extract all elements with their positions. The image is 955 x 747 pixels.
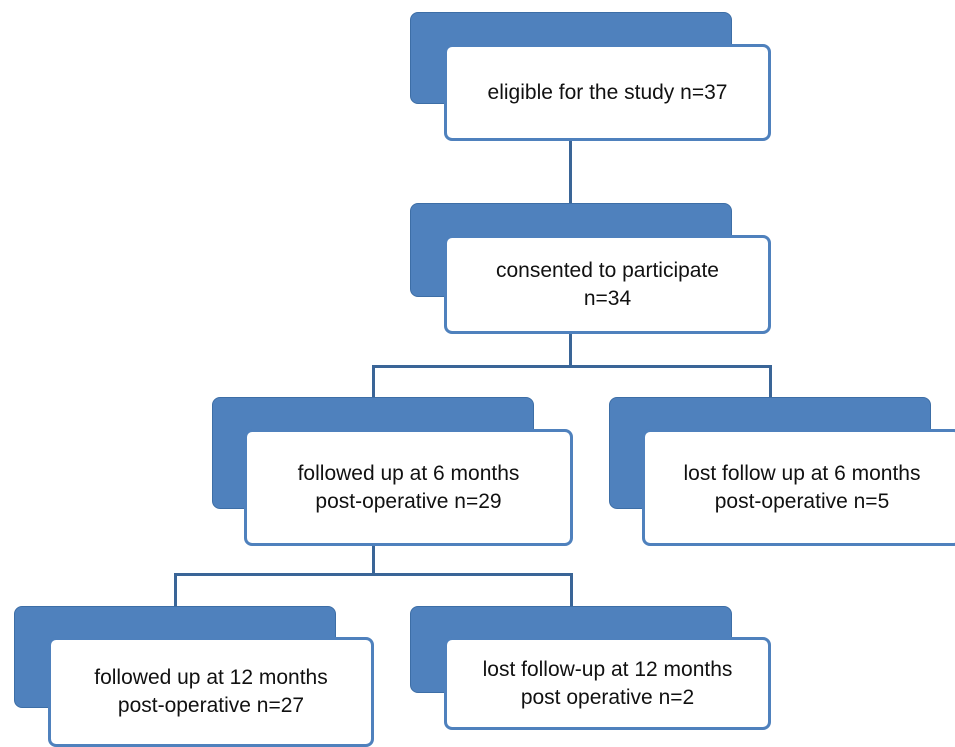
node-lost6-text-line2: post-operative n=5	[714, 489, 890, 513]
node-lost6-text-line1: lost follow up at 6 months	[683, 461, 921, 485]
node-followed12-box: followed up at 12 months post-operative …	[48, 637, 374, 747]
connector-branch-6months	[372, 365, 772, 368]
connector-consented-down	[569, 330, 572, 367]
node-followed6-box: followed up at 6 months post-operative n…	[244, 429, 573, 546]
connector-eligible-consented	[569, 138, 572, 238]
node-followed12-text-line1: followed up at 12 months	[94, 666, 328, 689]
connector-followed6-down	[372, 542, 375, 576]
node-consented-text-line2: n=34	[583, 286, 632, 310]
node-followed6-text-line1: followed up at 6 months	[297, 461, 520, 485]
node-consented-box: consented to participate n=34	[444, 235, 771, 334]
node-consented-text-line1: consented to participate	[496, 258, 719, 282]
connector-branch-12months	[174, 573, 573, 576]
node-followed6-text-line2: post-operative n=29	[315, 489, 502, 513]
node-followed12-text-line2: post-operative n=27	[117, 694, 305, 717]
node-eligible-text: eligible for the study n=37	[487, 80, 728, 104]
node-lost12-text-line1: lost follow-up at 12 months	[482, 657, 733, 681]
node-lost12-box: lost follow-up at 12 months post operati…	[444, 637, 771, 730]
node-lost12-text-line2: post operative n=2	[520, 685, 695, 709]
node-lost6-box: lost follow up at 6 months post-operativ…	[642, 429, 955, 546]
node-eligible-box: eligible for the study n=37	[444, 44, 771, 141]
